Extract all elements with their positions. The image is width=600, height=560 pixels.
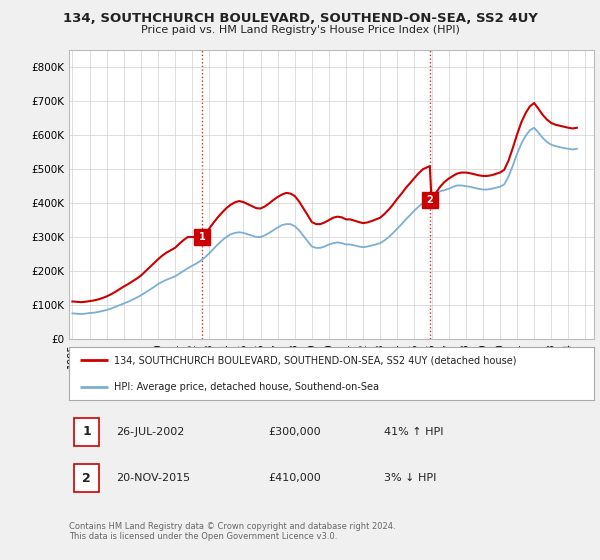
- Text: Contains HM Land Registry data © Crown copyright and database right 2024.
This d: Contains HM Land Registry data © Crown c…: [69, 522, 395, 542]
- Text: HPI: Average price, detached house, Southend-on-Sea: HPI: Average price, detached house, Sout…: [113, 382, 379, 392]
- Text: 3% ↓ HPI: 3% ↓ HPI: [384, 473, 436, 483]
- FancyBboxPatch shape: [74, 464, 100, 492]
- Text: 2: 2: [427, 195, 433, 205]
- Text: 134, SOUTHCHURCH BOULEVARD, SOUTHEND-ON-SEA, SS2 4UY: 134, SOUTHCHURCH BOULEVARD, SOUTHEND-ON-…: [62, 12, 538, 25]
- Text: 1: 1: [199, 232, 205, 242]
- Text: 26-JUL-2002: 26-JUL-2002: [116, 427, 185, 437]
- Text: 2: 2: [82, 472, 91, 484]
- Text: Price paid vs. HM Land Registry's House Price Index (HPI): Price paid vs. HM Land Registry's House …: [140, 25, 460, 35]
- FancyBboxPatch shape: [74, 418, 100, 446]
- Text: 20-NOV-2015: 20-NOV-2015: [116, 473, 190, 483]
- Text: £410,000: £410,000: [269, 473, 321, 483]
- Text: £300,000: £300,000: [269, 427, 321, 437]
- Text: 1: 1: [82, 426, 91, 438]
- Text: 41% ↑ HPI: 41% ↑ HPI: [384, 427, 443, 437]
- Text: 134, SOUTHCHURCH BOULEVARD, SOUTHEND-ON-SEA, SS2 4UY (detached house): 134, SOUTHCHURCH BOULEVARD, SOUTHEND-ON-…: [113, 356, 516, 366]
